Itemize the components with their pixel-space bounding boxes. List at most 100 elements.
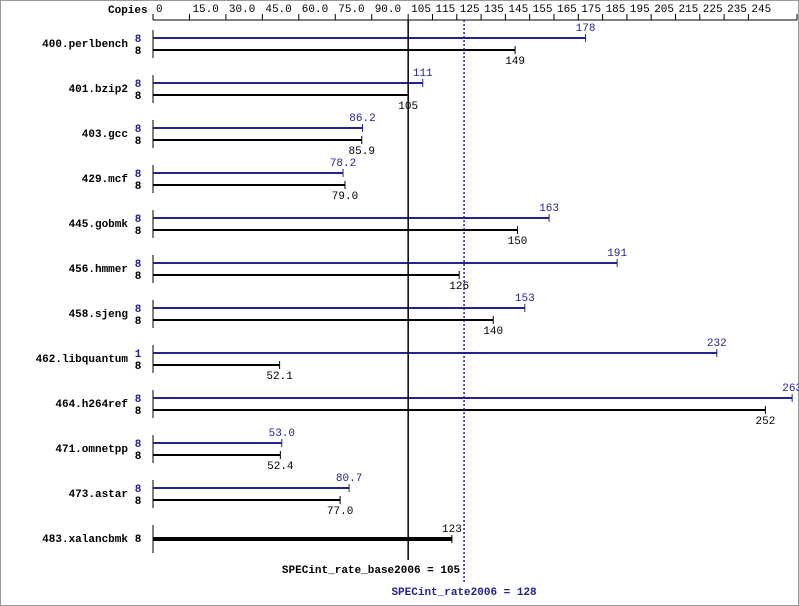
x-tick-label: 145	[508, 4, 528, 16]
copies-label: 8	[135, 394, 142, 406]
bar	[153, 217, 550, 219]
x-tick-label: 30.0	[229, 4, 255, 16]
bar	[153, 49, 516, 51]
x-tick-label: 0	[156, 4, 163, 16]
x-tick-label: 175	[581, 4, 601, 16]
x-tick-label: 245	[751, 4, 771, 16]
category-label: 400.perlbench	[42, 39, 128, 51]
bar	[153, 127, 363, 129]
category-label: 458.sjeng	[69, 309, 128, 321]
copies-label: 8	[135, 316, 142, 328]
category-label: 403.gcc	[82, 129, 128, 141]
value-label: 85.9	[349, 146, 375, 158]
bar	[153, 184, 345, 186]
category-label: 445.gobmk	[69, 219, 129, 231]
bar	[153, 499, 341, 501]
copies-label: 8	[135, 361, 142, 373]
bar	[153, 409, 766, 411]
category-label: 401.bzip2	[69, 84, 128, 96]
value-label: 52.4	[267, 461, 294, 473]
bar	[153, 454, 281, 456]
value-label: 52.1	[266, 371, 293, 383]
value-label: 140	[483, 326, 503, 338]
value-label: 153	[515, 293, 535, 305]
value-label: 191	[607, 248, 627, 260]
copies-label: 8	[135, 226, 142, 238]
value-label: 79.0	[332, 191, 358, 203]
x-tick-label: 115	[435, 4, 455, 16]
copies-label: 8	[135, 169, 142, 181]
copies-label: 8	[135, 259, 142, 271]
category-label: 456.hmmer	[69, 264, 128, 276]
copies-label: 8	[135, 451, 142, 463]
copies-label: 8	[135, 46, 142, 58]
bar	[153, 397, 793, 399]
bar	[153, 172, 344, 174]
copies-label: 8	[135, 271, 142, 283]
x-tick-label: 225	[703, 4, 723, 16]
category-label: 483.xalancbmk	[42, 534, 128, 546]
reference-label: SPECint_rate2006 = 128	[391, 587, 537, 599]
copies-label: 1	[135, 349, 142, 361]
bar	[153, 37, 586, 39]
bar	[153, 487, 350, 489]
copies-label: 8	[135, 406, 142, 418]
copies-label: 8	[135, 214, 142, 226]
value-label: 126	[449, 281, 469, 293]
category-label: 473.astar	[69, 489, 128, 501]
x-tick-label: 105	[411, 4, 431, 16]
value-label: 77.0	[327, 506, 353, 518]
x-tick-label: 90.0	[375, 4, 401, 16]
bar	[153, 94, 409, 96]
value-label: 78.2	[330, 158, 356, 170]
copies-label: 8	[135, 439, 142, 451]
reference-label: SPECint_rate_base2006 = 105	[282, 565, 461, 577]
value-label: 80.7	[336, 473, 362, 485]
value-label: 123	[442, 524, 462, 536]
value-label: 149	[505, 56, 525, 68]
x-tick-label: 235	[727, 4, 747, 16]
x-tick-label: 205	[654, 4, 674, 16]
bar	[153, 307, 525, 309]
bar	[153, 262, 618, 264]
copies-label: 8	[135, 34, 142, 46]
copies-label: 8	[135, 484, 142, 496]
category-label: 464.h264ref	[55, 399, 128, 411]
value-label: 86.2	[349, 113, 375, 125]
x-tick-label: 135	[484, 4, 504, 16]
bar	[153, 364, 280, 366]
x-tick-label: 165	[557, 4, 577, 16]
value-label: 150	[508, 236, 528, 248]
copies-label: 8	[135, 534, 142, 546]
bar	[153, 352, 717, 354]
copies-label: 8	[135, 91, 142, 103]
category-label: 462.libquantum	[36, 354, 129, 366]
bar	[153, 229, 518, 231]
copies-label: 8	[135, 79, 142, 91]
bar	[153, 139, 362, 141]
copies-label: 8	[135, 136, 142, 148]
copies-label: 8	[135, 181, 142, 193]
value-label: 263	[782, 383, 799, 395]
value-label: 111	[413, 68, 433, 80]
x-tick-label: 75.0	[338, 4, 364, 16]
bar	[153, 82, 423, 84]
bar	[153, 319, 494, 321]
category-label: 429.mcf	[82, 174, 129, 186]
value-label: 163	[539, 203, 559, 215]
x-tick-label: 15.0	[192, 4, 218, 16]
bar	[153, 442, 282, 444]
value-label: 252	[756, 416, 776, 428]
bar	[153, 537, 452, 541]
category-label: 471.omnetpp	[55, 444, 128, 456]
x-tick-label: 195	[630, 4, 650, 16]
x-tick-label: 60.0	[302, 4, 328, 16]
x-tick-label: 45.0	[265, 4, 291, 16]
value-label: 232	[707, 338, 727, 350]
value-label: 178	[576, 23, 596, 35]
axis-label: Copies	[108, 5, 148, 17]
copies-label: 8	[135, 496, 142, 508]
x-tick-label: 215	[678, 4, 698, 16]
bar	[153, 274, 460, 276]
